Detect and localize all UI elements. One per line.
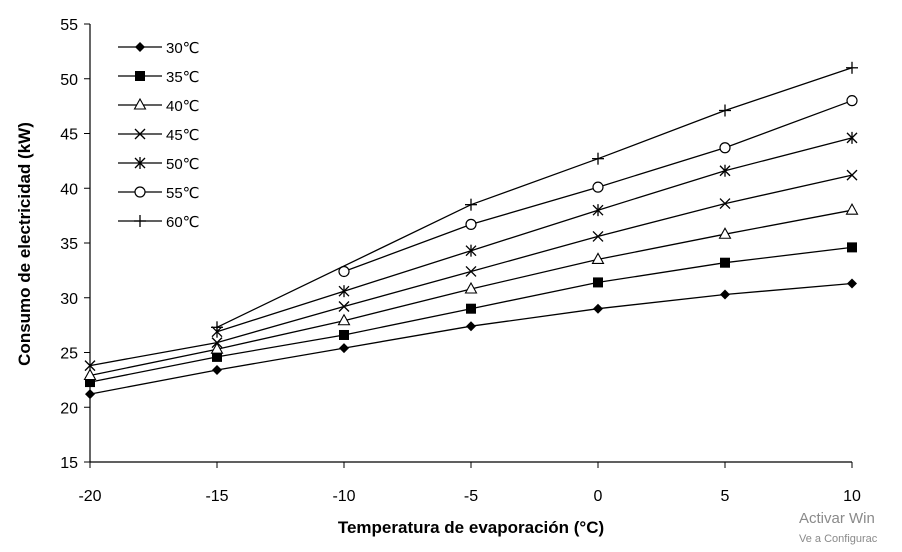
legend-item: 50℃ [118, 156, 200, 173]
legend-label: 55℃ [166, 185, 200, 202]
legend: 30℃ 35℃ 40℃ 45℃ 50℃ 55℃ 60℃ [118, 40, 200, 231]
y-tick-label: 55 [60, 17, 78, 34]
series-5 [338, 95, 858, 278]
legend-marker [135, 42, 145, 52]
legend-marker [135, 71, 145, 81]
data-point [85, 389, 95, 400]
series-4 [211, 131, 858, 338]
data-point [846, 131, 858, 144]
y-tick-label: 20 [60, 400, 78, 417]
legend-label: 50℃ [166, 156, 200, 173]
legend-label: 45℃ [166, 127, 200, 144]
legend-item: 35℃ [118, 69, 200, 86]
data-point [465, 266, 477, 277]
legend-item: 60℃ [118, 214, 200, 231]
legend-label: 30℃ [166, 40, 200, 57]
data-point [338, 301, 350, 312]
x-axis-title: Temperatura de evaporación (°C) [338, 518, 604, 537]
data-point [719, 142, 731, 154]
data-point [847, 242, 857, 253]
legend-item: 30℃ [118, 40, 200, 57]
x-tick-label: -10 [332, 488, 355, 505]
data-point [846, 61, 858, 74]
data-point [592, 181, 604, 193]
data-point [465, 198, 477, 211]
legend-marker [134, 215, 146, 227]
data-point [464, 281, 478, 294]
watermark-line-2: Ve a Configurac [799, 533, 878, 545]
legend-marker [134, 186, 146, 198]
data-point [592, 230, 604, 242]
data-point [718, 227, 732, 239]
series-2 [83, 203, 859, 381]
series-line [89, 282, 853, 395]
watermark-line-1: Activar Win [799, 510, 875, 527]
data-point [719, 164, 731, 177]
data-point [592, 152, 604, 165]
data-point [339, 343, 349, 354]
series-line [216, 67, 853, 328]
data-point [846, 95, 858, 107]
y-tick-label: 35 [60, 236, 78, 253]
legend-marker [134, 157, 146, 169]
data-point [591, 252, 605, 264]
data-point [337, 313, 351, 326]
legend-item: 45℃ [118, 127, 200, 144]
series-3 [84, 169, 858, 372]
data-point [719, 104, 731, 117]
axes: 15 20 25 30 35 40 45 50 55 -20 -15 -10 -5 0 5 10 [60, 17, 861, 505]
y-tick-label: 40 [60, 181, 78, 198]
legend-label: 60℃ [166, 214, 200, 231]
y-tick-label: 30 [60, 291, 78, 308]
x-tick-label: -15 [205, 488, 228, 505]
y-tick-label: 45 [60, 127, 78, 144]
legend-marker [134, 128, 146, 140]
data-point [212, 351, 222, 362]
x-tick-label: 5 [721, 488, 730, 505]
y-tick-label: 50 [60, 72, 78, 89]
data-point [593, 303, 603, 314]
y-tick-label: 15 [60, 455, 78, 472]
data-point [719, 198, 731, 210]
x-tick-label: -20 [78, 488, 101, 505]
series-0 [85, 278, 857, 400]
x-tick-label: 0 [594, 488, 603, 505]
data-point [593, 277, 603, 288]
x-tick-label: -5 [464, 488, 478, 505]
data-point [212, 365, 222, 376]
data-point [847, 278, 857, 289]
data-point [211, 321, 223, 334]
data-point [338, 285, 350, 298]
data-point [85, 377, 95, 388]
legend-marker [133, 97, 147, 110]
data-point [466, 321, 476, 332]
data-point [846, 169, 858, 181]
series-line [89, 246, 853, 383]
data-point [210, 342, 224, 354]
data-point [211, 337, 223, 349]
data-point [339, 329, 349, 340]
series-1 [85, 242, 857, 388]
series-6 [211, 61, 858, 334]
data-point [466, 303, 476, 314]
data-point [845, 203, 859, 215]
data-point [84, 360, 96, 372]
data-point [720, 257, 730, 268]
data-point [720, 289, 730, 300]
series-layer [83, 61, 859, 400]
series-line [216, 137, 853, 333]
data-point [592, 204, 604, 217]
data-point [465, 218, 477, 230]
data-point [83, 368, 97, 381]
legend-item: 40℃ [118, 97, 200, 115]
legend-label: 40℃ [166, 98, 200, 115]
data-point [465, 244, 477, 257]
y-tick-label: 25 [60, 346, 78, 363]
x-tick-label: 10 [843, 488, 861, 505]
legend-item: 55℃ [118, 185, 200, 202]
y-axis-title: Consumo de electricidad (kW) [15, 122, 34, 366]
legend-label: 35℃ [166, 69, 200, 86]
